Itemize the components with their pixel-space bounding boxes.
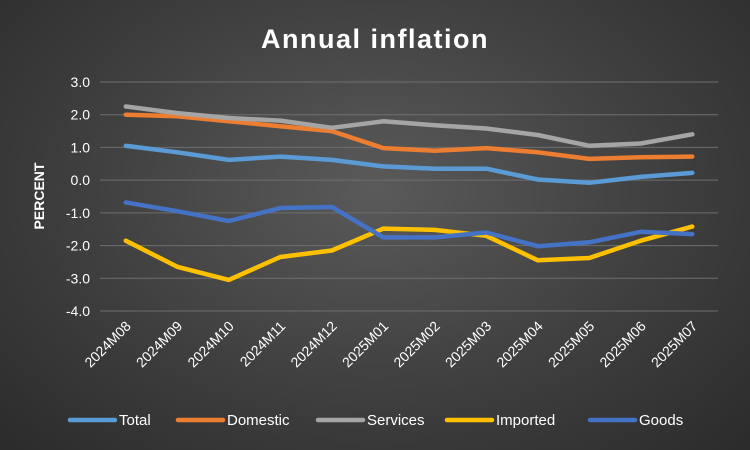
- legend-label-total: Total: [119, 412, 151, 429]
- legend-label-services: Services: [367, 412, 425, 429]
- y-tick-label: 2.0: [71, 107, 91, 123]
- x-tick-label: 2025M07: [648, 318, 701, 371]
- y-tick-label: 0.0: [71, 172, 91, 188]
- x-tick-label: 2025M06: [596, 318, 649, 371]
- y-tick-label: 1.0: [71, 139, 91, 155]
- x-tick-label: 2025M02: [390, 318, 443, 371]
- x-tick-label: 2025M04: [493, 318, 546, 371]
- series-line-goods: [123, 200, 695, 249]
- legend: Total Domestic Services Imported Goods: [67, 412, 683, 429]
- legend-label-domestic: Domestic: [227, 412, 290, 429]
- y-tick-label: 3.0: [71, 74, 91, 90]
- x-tick-label: 2024M09: [133, 318, 186, 371]
- legend-label-goods: Goods: [639, 412, 683, 429]
- x-tick-label: 2024M10: [184, 318, 237, 371]
- y-tick-labels: 3.0 2.0 1.0 0.0 -1.0 -2.0 -3.0 -4.0: [66, 74, 90, 319]
- x-tick-label: 2024M08: [81, 318, 134, 371]
- y-tick-label: -2.0: [66, 238, 90, 254]
- x-tick-label: 2025M03: [442, 318, 495, 371]
- x-tick-label: 2025M05: [545, 318, 598, 371]
- series-line-domestic: [123, 112, 695, 162]
- series-line-imported: [123, 224, 695, 283]
- x-tick-label: 2024M11: [237, 318, 289, 370]
- y-tick-label: -4.0: [66, 303, 90, 319]
- legend-label-imported: Imported: [496, 412, 555, 429]
- series-line-services: [123, 104, 695, 149]
- y-tick-label: -3.0: [66, 270, 90, 286]
- series-line-total: [123, 143, 695, 186]
- y-axis-label: PERCENT: [31, 162, 47, 229]
- y-tick-label: -1.0: [66, 205, 90, 221]
- x-tick-label: 2025M01: [339, 318, 392, 371]
- chart-title: Annual inflation: [261, 24, 489, 54]
- x-tick-label: 2024M12: [287, 318, 340, 371]
- series-lines: [123, 104, 695, 283]
